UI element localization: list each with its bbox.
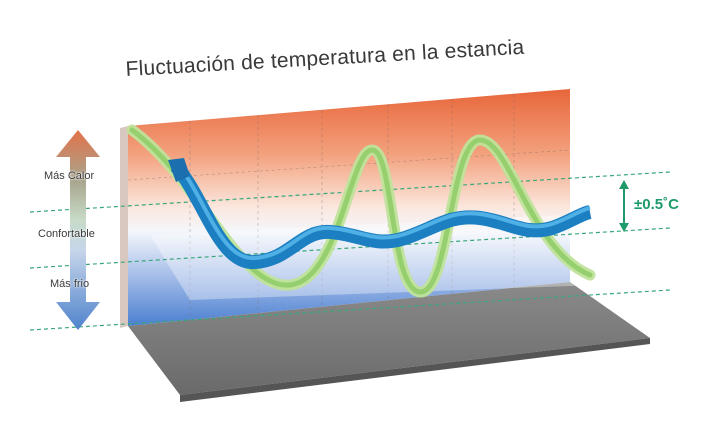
- narrow-fluctuation-curve: [170, 161, 592, 269]
- floor-front-edge: [180, 338, 650, 402]
- wide-fluctuation-curve-front: [129, 127, 593, 295]
- wall-edge: [120, 126, 128, 328]
- range-label: ±0.5˚C: [634, 196, 679, 213]
- level-comfortable-label: Confortable: [38, 228, 95, 240]
- floor: [128, 282, 650, 395]
- narrow-fluctuation-curve-highlight: [174, 160, 591, 261]
- band-lines: [29, 171, 671, 331]
- range-bracket: [619, 180, 629, 232]
- hot-cold-arrow: [56, 130, 100, 330]
- narrow-curve-start-cap: [168, 158, 190, 182]
- level-cold-label: Más frio: [50, 278, 90, 290]
- level-hot-label: Más Calor: [44, 170, 95, 182]
